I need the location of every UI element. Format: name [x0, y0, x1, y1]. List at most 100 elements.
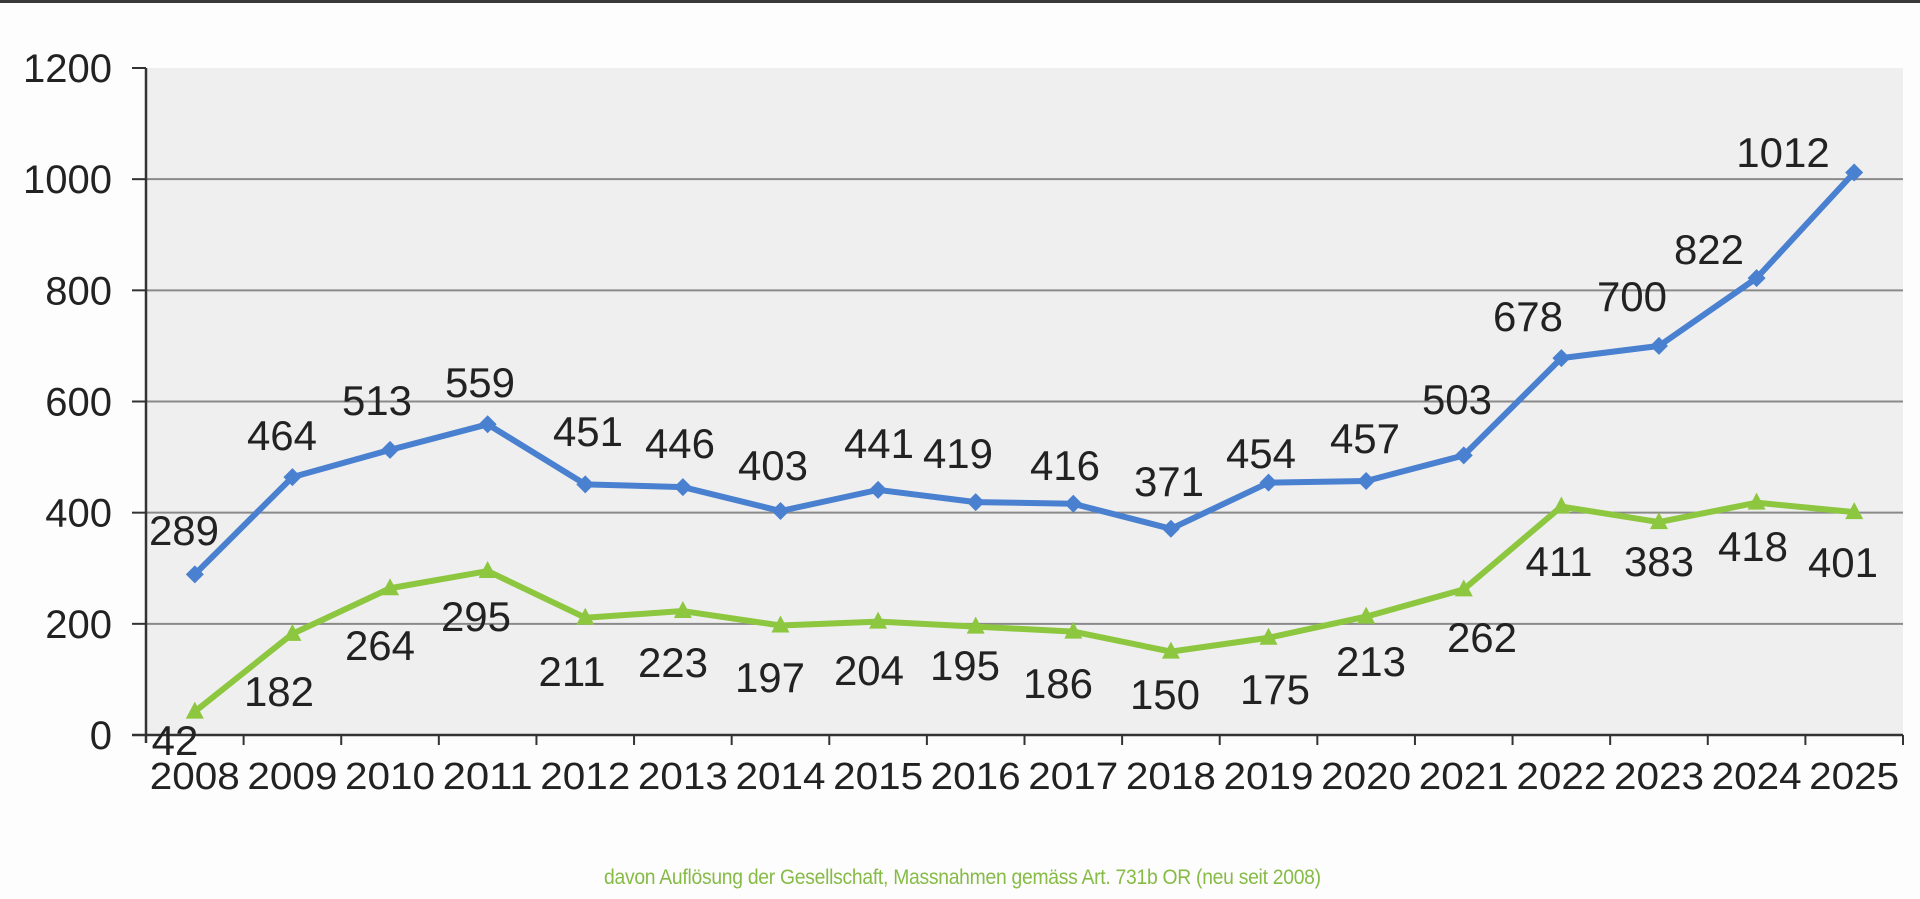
top-border [0, 0, 1920, 3]
data-label: 416 [1030, 442, 1100, 489]
data-label: 186 [1023, 660, 1093, 707]
data-label: 42 [152, 717, 199, 764]
data-label: 295 [441, 593, 511, 640]
triangle-marker-icon [185, 701, 204, 719]
x-axis: 2008 2009 2010 2011 2012 2013 2014 2015 2016 2017… [132, 733, 1904, 798]
data-label: 700 [1597, 273, 1667, 320]
data-label: 419 [923, 430, 993, 477]
triangle-marker-icon [869, 611, 888, 629]
diamond-marker-icon [1552, 349, 1571, 368]
series-line-total [191, 169, 1858, 578]
data-label: 204 [834, 647, 904, 694]
data-label: 182 [244, 668, 314, 715]
x-tick-label: 2008 [150, 756, 240, 798]
data-label: 411 [1526, 538, 1593, 585]
x-tick-label: 2021 [1419, 756, 1509, 798]
y-tick-label: 1000 [23, 158, 112, 202]
data-label: 403 [738, 442, 808, 489]
triangle-marker-icon [1747, 492, 1766, 510]
data-label: 451 [553, 408, 623, 455]
triangle-marker-icon [576, 607, 595, 625]
data-label: 441 [844, 420, 914, 467]
data-label: 464 [247, 412, 317, 459]
triangle-marker-icon [1552, 496, 1571, 514]
triangle-marker-icon [478, 561, 497, 579]
data-label: 211 [539, 648, 606, 695]
data-label: 454 [1226, 430, 1296, 477]
data-label: 559 [445, 359, 515, 406]
y-tick-label: 800 [45, 269, 112, 313]
x-tick-label: 2025 [1809, 756, 1899, 798]
x-tick-label: 2022 [1516, 756, 1606, 798]
data-label: 678 [1493, 293, 1563, 340]
data-label: 262 [1447, 614, 1517, 661]
y-tick-label: 200 [45, 603, 112, 647]
data-label: 822 [1674, 226, 1744, 273]
series-line-dissolution [191, 499, 1858, 715]
diamond-marker-icon [1259, 473, 1278, 492]
x-tick-label: 2013 [638, 756, 728, 798]
triangle-marker-icon [1649, 512, 1668, 530]
diamond-marker-icon [1064, 494, 1083, 513]
data-label: 197 [735, 654, 805, 701]
data-label: 223 [638, 639, 708, 686]
data-label: 446 [645, 420, 715, 467]
series-layer [185, 163, 1864, 719]
triangle-marker-icon [1161, 641, 1180, 659]
data-label: 371 [1134, 458, 1204, 505]
y-tick-label: 600 [45, 381, 112, 425]
diamond-marker-icon [576, 475, 595, 494]
data-label: 289 [149, 507, 219, 554]
diamond-marker-icon [1161, 519, 1180, 538]
data-label: 513 [342, 377, 412, 424]
y-tick-label: 400 [45, 492, 112, 536]
diamond-marker-icon [869, 480, 888, 499]
diamond-marker-icon [1454, 446, 1473, 465]
x-tick-label: 2018 [1126, 756, 1216, 798]
footer-note: davon Auflösung der Gesellschaft, Massna… [604, 866, 1321, 889]
diamond-marker-icon [283, 468, 302, 487]
x-tick-label: 2012 [540, 756, 630, 798]
triangle-marker-icon [1454, 579, 1473, 597]
x-tick-label: 2010 [345, 756, 435, 798]
data-label: 175 [1240, 666, 1310, 713]
data-label: 195 [930, 642, 1000, 689]
x-tick-label: 2016 [931, 756, 1021, 798]
triangle-marker-icon [283, 623, 302, 641]
diamond-marker-icon [478, 415, 497, 434]
y-tick-label: 1200 [23, 47, 112, 91]
diamond-marker-icon [673, 478, 692, 497]
x-tick-label: 2011 [443, 756, 533, 798]
x-tick-label: 2019 [1224, 756, 1314, 798]
data-label: 213 [1336, 638, 1406, 685]
data-label: 383 [1624, 538, 1694, 585]
data-label: 1012 [1736, 129, 1829, 176]
data-label: 503 [1422, 376, 1492, 423]
diamond-marker-icon [771, 501, 790, 520]
triangle-marker-icon [673, 601, 692, 619]
triangle-marker-icon [966, 616, 985, 634]
data-label: 401 [1808, 539, 1878, 586]
x-tick-label: 2015 [833, 756, 923, 798]
diamond-marker-icon [966, 493, 985, 512]
triangle-marker-icon [771, 615, 790, 633]
x-tick-label: 2014 [735, 756, 825, 798]
data-label: 150 [1130, 671, 1200, 718]
x-tick-label: 2009 [247, 756, 337, 798]
diamond-marker-icon [1845, 163, 1864, 182]
x-tick-label: 2023 [1614, 756, 1704, 798]
y-tick-label: 0 [90, 714, 112, 758]
diamond-marker-icon [1357, 471, 1376, 490]
data-label: 418 [1718, 523, 1788, 570]
diamond-marker-icon [381, 440, 400, 459]
diamond-marker-icon [185, 565, 204, 584]
x-tick-label: 2020 [1321, 756, 1411, 798]
diamond-marker-icon [1747, 269, 1766, 288]
x-tick-label: 2017 [1028, 756, 1118, 798]
data-label: 457 [1330, 415, 1400, 462]
x-tick-label: 2024 [1712, 756, 1802, 798]
triangle-marker-icon [1064, 621, 1083, 639]
triangle-marker-icon [381, 578, 400, 596]
